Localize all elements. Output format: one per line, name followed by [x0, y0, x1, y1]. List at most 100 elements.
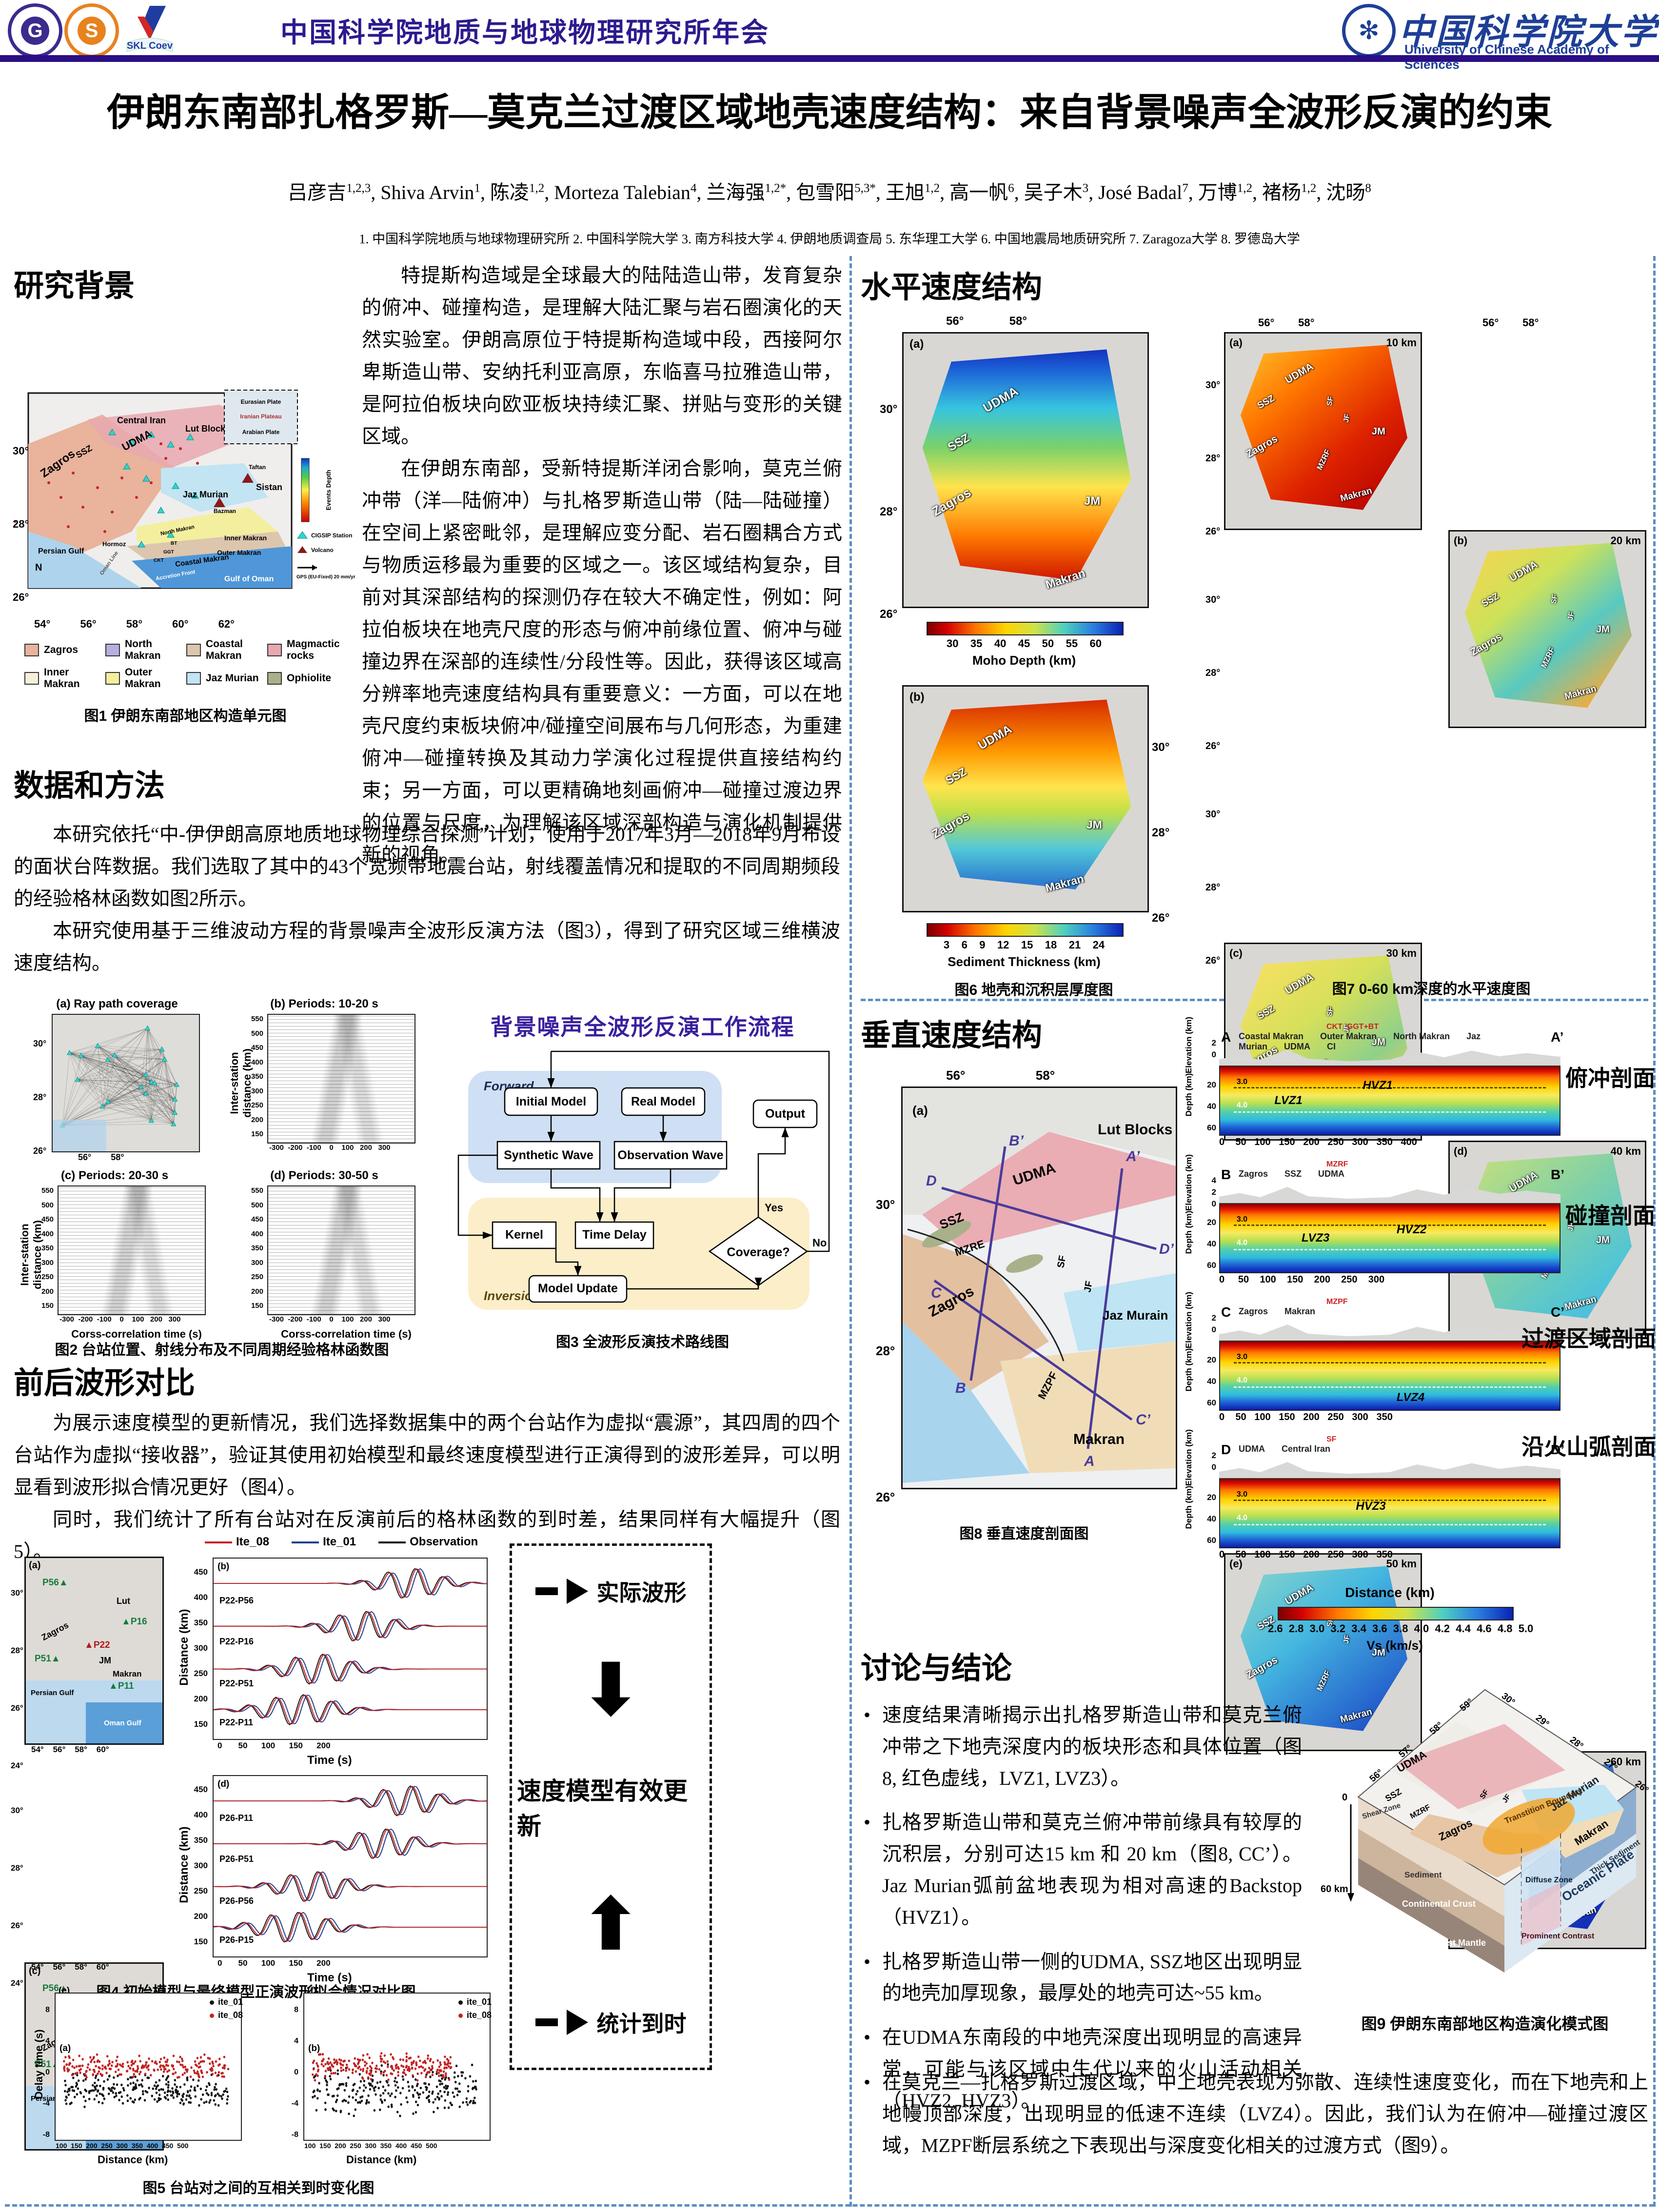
fig4-wave-d: Distance (km) 450 400 350 300 250 200 15… [171, 1770, 497, 1984]
fig4-legend: Ite_08 Ite_01 Observation [205, 1535, 478, 1549]
fig8-vs-ticks: 2.6 2.8 3.0 3.2 3.4 3.6 3.8 4.0 4.2 4.4 … [1268, 1622, 1534, 1635]
fig1-lat-ticks: 30° 28° 26° [13, 445, 29, 603]
fig4-map-a-lat: 30° 28° 26° 24° [11, 1588, 23, 1770]
fig8-map-letter: (a) [912, 1103, 928, 1118]
author: 王旭1,2 [885, 181, 940, 203]
fig4-wave-b: Distance (km) 450 400 350 300 250 200 15… [171, 1553, 497, 1767]
fig1-legend-gps: GPS (EU-Fixed) 20 mm/yr [296, 574, 356, 580]
conference-title: 中国科学院地质与地球物理研究所年会 [280, 17, 770, 48]
fig2-xticks: -300 -200 -100 0 100 200 300 [269, 1315, 391, 1323]
figure7: (a) 10 km UDMA SSZ Zagros MZRF SF JF JM Makran 56°… [1205, 315, 1658, 1949]
fig1-label-jaz: Jaz Murian [183, 490, 228, 499]
legend-item: North Makran [105, 638, 179, 662]
fig8-lon-ticks: 56° 58° [946, 1068, 1055, 1083]
legend-swatch [24, 644, 39, 656]
flow-node-real-model: Real Model [631, 1095, 695, 1108]
figure9-caption: 图9 伊朗东南部地区构造演化模式图 [1361, 2015, 1609, 2033]
legend-item: Ophiolite [267, 667, 341, 690]
legend-swatch [24, 672, 39, 685]
fig6-moho-map: (a) UDMA SSZ Zagros JM Makran [902, 332, 1149, 608]
svg-text:SF: SF [1055, 1255, 1068, 1269]
fig8-section-D: Elevation (km) Depth (km) 2 0 20 40 60 D D’ UD… [1184, 1429, 1656, 1560]
fig6-lat-ticks-b: 30° 28° 26° [1152, 741, 1170, 925]
fig2-egf-panel-d [267, 1185, 415, 1315]
legend-item: Zagros [24, 638, 99, 662]
author: Morteza Talebian4 [554, 181, 697, 203]
bottom-divider [5, 2204, 1654, 2207]
legend-swatch [105, 644, 120, 656]
sklcoev-logo-icon: SKL Coev [126, 6, 173, 52]
flow-yes-label: Yes [765, 1202, 783, 1214]
fig1-colorbar-label: Events Depth [325, 470, 332, 510]
author: 吴子木3 [1024, 181, 1089, 203]
summary-arrival-stats: 统计到时 [535, 2006, 687, 2038]
fig9-diffuse-zone: Diffuse Zone [1525, 1876, 1573, 1884]
fig1-label-bazman: Bazman [214, 508, 236, 514]
fig1-label-ckt: CKT [154, 558, 164, 563]
author: 陈凌1,2 [490, 181, 545, 203]
fig8-lat-ticks: 30° 28° 26° [876, 1197, 895, 1504]
fig5-legend: ite_01 ite_08 [209, 1995, 243, 2022]
fig1-label-central-iran: Central Iran [117, 415, 166, 425]
fig2-yticks: 550 500 450 400 350 300 250 200 150 [251, 1186, 263, 1310]
flow-node-initial-model: Initial Model [516, 1095, 586, 1108]
discussion-bullets-wide: 在莫克兰—扎格罗斯过渡区域，中上地壳表现为弥散、连续性速度变化，而在下地壳和上地… [861, 2067, 1648, 2174]
fig8-section-C: Elevation (km) Depth (km) 2 0 20 40 60 C C’ Za… [1184, 1291, 1656, 1422]
flow-node-synthetic-wave: Synthetic Wave [504, 1148, 593, 1162]
fig8-map: B’ D A’ D’ C B C’ A (a) UDMA SSZ MZRE Za… [901, 1086, 1177, 1489]
fig1-legend-volcano: Volcano [311, 547, 334, 553]
right-arrow-icon [566, 2010, 588, 2035]
fig4-map-c-lon: 54° 56° 58° 60° [31, 1962, 109, 1972]
author: José Badal7 [1098, 181, 1188, 203]
figure8-map-block: 56° 58° B’ D A’ D’ [873, 1068, 1177, 1556]
fig1-label-gulf-oman: Gulf of Oman [224, 575, 274, 583]
section-title-horizontal: 水平速度结构 [861, 271, 1043, 304]
figure7-caption: 图7 0-60 km深度的水平速度图 [1332, 981, 1531, 997]
fig4-legend-obs: Observation [378, 1535, 478, 1549]
model-update-summary-box: 实际波形 ⬇ 速度模型有效更新 ⬆ 统计到时 [510, 1543, 712, 2070]
fig6-moho-cb-label: Moho Depth (km) [972, 653, 1076, 668]
fig1-label-sistan: Sistan [256, 482, 282, 492]
fig4-map-c-lat: 30° 28° 26° 24° [11, 1806, 23, 1988]
section-title-vertical: 垂直速度结构 [861, 1019, 1043, 1052]
figure1-caption: 图1 伊朗东南部地区构造单元图 [84, 708, 287, 724]
fig1-label-hormoz: Hormoz [102, 540, 126, 548]
fig1-label-bt: BT [171, 541, 177, 546]
svg-text:JF: JF [1082, 1280, 1095, 1293]
figure5-caption: 图5 台站对之间的互相关到时变化图 [142, 2180, 375, 2196]
fig1-inset-iranian: Iranian Plateau [240, 413, 281, 420]
fig7-lat-ticks: 30° 28° 26° [1205, 594, 1221, 751]
flow-node-coverage: Coverage? [727, 1245, 790, 1259]
right-arrow-icon [535, 1587, 558, 1595]
fig6-lon-ticks: 56° 58° [946, 315, 1027, 328]
affiliations: 1. 中国科学院地质与地球物理研究所 2. 中国科学院大学 3. 南方科技大学 … [359, 232, 1300, 246]
legend-swatch [105, 672, 120, 685]
figure6-caption: 图6 地壳和沉积层厚度图 [954, 982, 1113, 998]
figure9: UDMA SSZ MZRF Zagros SF JF Jaz Murian Ma… [1312, 1673, 1658, 2043]
fig2-yticks: 550 500 450 400 350 300 250 200 150 [41, 1186, 54, 1310]
legend-swatch [186, 644, 201, 656]
fig4-map-a-lon: 54° 56° 58° 60° [31, 1745, 109, 1754]
legend-item: Inner Makran [24, 667, 99, 690]
fig9-depth60: 60 km [1321, 1884, 1348, 1895]
fig1-label-outer-makran: Outer Makran [217, 549, 261, 556]
flow-node-output: Output [765, 1107, 806, 1121]
figure4: Ite_08 Ite_01 Observation (a) P56▲ ▲P16 … [10, 1535, 502, 2151]
legend-swatch [267, 672, 282, 685]
fig1-label-n: N [35, 562, 42, 573]
fig2-panel-c-title: (c) Periods: 20-30 s [60, 1169, 169, 1182]
right-arrow-icon [566, 1579, 588, 1604]
iggcas-logo-icon: G [8, 3, 62, 58]
figure8-caption: 图8 垂直速度剖面图 [959, 1526, 1089, 1542]
author: 兰海强1,2* [706, 181, 787, 203]
ucas-emblem-icon: ✻ [1342, 4, 1396, 58]
fig2-xticks: -300 -200 -100 0 100 200 300 [269, 1144, 391, 1152]
fig4-map-a: (a) P56▲ ▲P16 ▲P22 P51▲ ▲P11 Lut JM Zagr… [24, 1557, 164, 1745]
svg-text:Makran: Makran [1073, 1431, 1125, 1447]
fig2-xticks: -300 -200 -100 0 100 200 300 [59, 1315, 181, 1323]
legend-swatch [267, 644, 282, 656]
author-list: 吕彦吉1,2,3, Shiva Arvin1, 陈凌1,2, Morteza T… [288, 181, 1371, 203]
fig7-lon-ticks: 56° 58° [1258, 316, 1315, 329]
fig2-panel-a-title: (a) Ray path coverage [56, 997, 178, 1010]
